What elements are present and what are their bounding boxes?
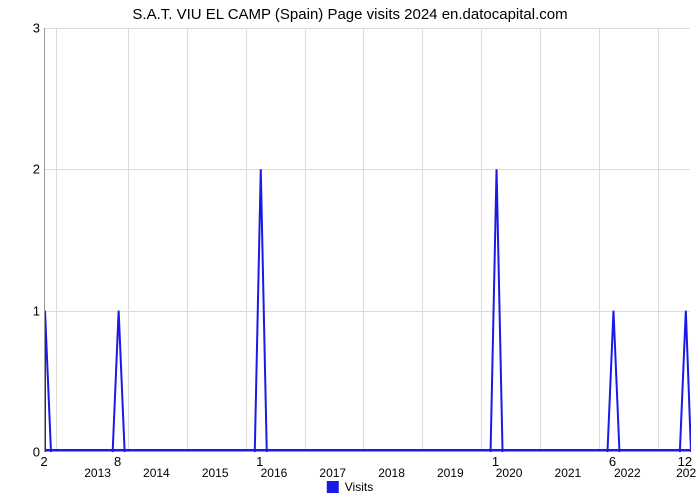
x-year-label: 2020 bbox=[496, 466, 523, 480]
legend-swatch bbox=[327, 481, 339, 493]
spike-value-label: 12 bbox=[678, 454, 692, 469]
spike-value-label: 6 bbox=[609, 454, 616, 469]
plot-area bbox=[44, 28, 690, 452]
spike-value-label: 8 bbox=[114, 454, 121, 469]
x-year-label: 2018 bbox=[378, 466, 405, 480]
y-tick-label: 3 bbox=[10, 21, 40, 36]
legend-label: Visits bbox=[345, 480, 373, 494]
spike-value-label: 1 bbox=[256, 454, 263, 469]
series-spikes bbox=[45, 28, 691, 452]
x-year-label: 2017 bbox=[319, 466, 346, 480]
spike-value-label: 1 bbox=[492, 454, 499, 469]
x-year-label: 2015 bbox=[202, 466, 229, 480]
chart-title: S.A.T. VIU EL CAMP (Spain) Page visits 2… bbox=[0, 6, 700, 23]
legend: Visits bbox=[327, 480, 373, 494]
spike-value-label: 2 bbox=[40, 454, 47, 469]
x-year-label: 2021 bbox=[555, 466, 582, 480]
x-year-label: 2016 bbox=[261, 466, 288, 480]
y-tick-label: 0 bbox=[10, 445, 40, 460]
x-year-label: 2022 bbox=[614, 466, 641, 480]
x-year-label: 2014 bbox=[143, 466, 170, 480]
y-tick-label: 2 bbox=[10, 162, 40, 177]
x-year-label: 2013 bbox=[84, 466, 111, 480]
x-year-label: 2019 bbox=[437, 466, 464, 480]
y-tick-label: 1 bbox=[10, 303, 40, 318]
